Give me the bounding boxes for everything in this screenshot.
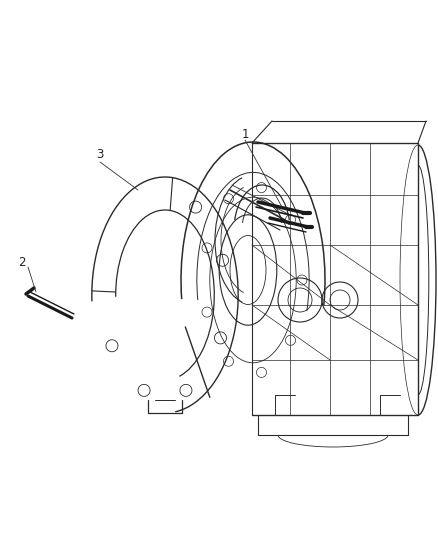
- Text: 1: 1: [241, 128, 249, 141]
- Text: 3: 3: [96, 149, 104, 161]
- Text: 2: 2: [18, 255, 26, 269]
